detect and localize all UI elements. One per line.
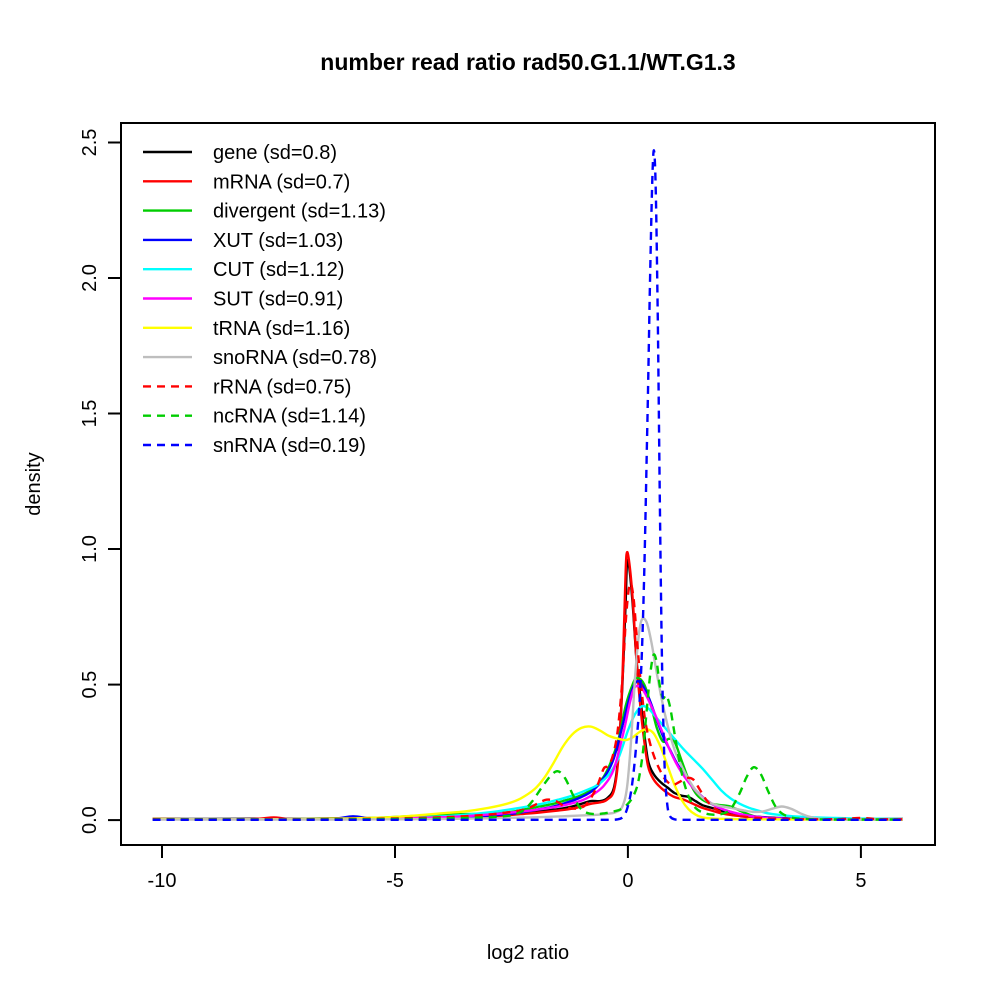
curve-snoRNA — [152, 617, 903, 821]
y-axis-label: density — [23, 452, 45, 515]
curve-rRNA — [152, 582, 903, 821]
x-tick-label: -10 — [148, 870, 177, 892]
legend-label-snRNA: snRNA (sd=0.19) — [213, 435, 366, 457]
legend-item-snRNA: snRNA (sd=0.19) — [143, 435, 366, 457]
y-tick-label: 2.5 — [79, 129, 101, 157]
curve-gene — [152, 558, 903, 821]
legend-label-CUT: CUT (sd=1.12) — [213, 259, 344, 281]
curve-SUT — [152, 684, 903, 821]
legend-item-snoRNA: snoRNA (sd=0.78) — [143, 347, 377, 369]
chart-title: number read ratio rad50.G1.1/WT.G1.3 — [320, 49, 735, 75]
legend-item-SUT: SUT (sd=0.91) — [143, 289, 343, 311]
y-axis: 0.0 0.5 1.0 1.5 2.0 2.5 — [79, 129, 121, 834]
x-tick-label: 0 — [622, 870, 633, 892]
legend-label-rRNA: rRNA (sd=0.75) — [213, 376, 351, 398]
curve-XUT — [152, 679, 903, 821]
legend-label-divergent: divergent (sd=1.13) — [213, 201, 386, 223]
legend-label-tRNA: tRNA (sd=1.16) — [213, 318, 350, 340]
legend-item-tRNA: tRNA (sd=1.16) — [143, 318, 350, 340]
curves — [152, 149, 903, 822]
x-axis-label: log2 ratio — [487, 942, 569, 964]
y-tick-label: 2.0 — [79, 264, 101, 292]
curve-CUT — [152, 704, 903, 821]
curve-snRNA — [152, 149, 903, 822]
curve-ncRNA — [152, 653, 903, 821]
plot-border — [120, 122, 936, 846]
y-tick-label: 0.0 — [79, 806, 101, 834]
x-tick-label: 5 — [855, 870, 866, 892]
legend-label-gene: gene (sd=0.8) — [213, 142, 337, 164]
legend-item-CUT: CUT (sd=1.12) — [143, 259, 344, 281]
y-tick-label: 1.0 — [79, 535, 101, 563]
y-tick-label: 0.5 — [79, 671, 101, 699]
curve-tRNA — [152, 725, 903, 821]
x-tick-label: -5 — [386, 870, 404, 892]
curve-divergent — [152, 676, 903, 821]
legend-label-SUT: SUT (sd=0.91) — [213, 289, 343, 311]
legend-label-snoRNA: snoRNA (sd=0.78) — [213, 347, 377, 369]
legend-label-XUT: XUT (sd=1.03) — [213, 230, 343, 252]
y-tick-label: 1.5 — [79, 400, 101, 428]
legend-item-gene: gene (sd=0.8) — [143, 142, 337, 164]
legend-label-mRNA: mRNA (sd=0.7) — [213, 171, 350, 193]
legend-item-rRNA: rRNA (sd=0.75) — [143, 376, 351, 398]
legend-item-mRNA: mRNA (sd=0.7) — [143, 171, 350, 193]
legend-label-ncRNA: ncRNA (sd=1.14) — [213, 406, 366, 428]
legend: gene (sd=0.8) mRNA (sd=0.7) divergent (sd=… — [143, 142, 386, 457]
legend-item-divergent: divergent (sd=1.13) — [143, 201, 386, 223]
x-axis: -10 -5 0 5 — [148, 845, 866, 892]
legend-item-ncRNA: ncRNA (sd=1.14) — [143, 406, 366, 428]
curve-mRNA — [152, 550, 903, 821]
legend-item-XUT: XUT (sd=1.03) — [143, 230, 343, 252]
